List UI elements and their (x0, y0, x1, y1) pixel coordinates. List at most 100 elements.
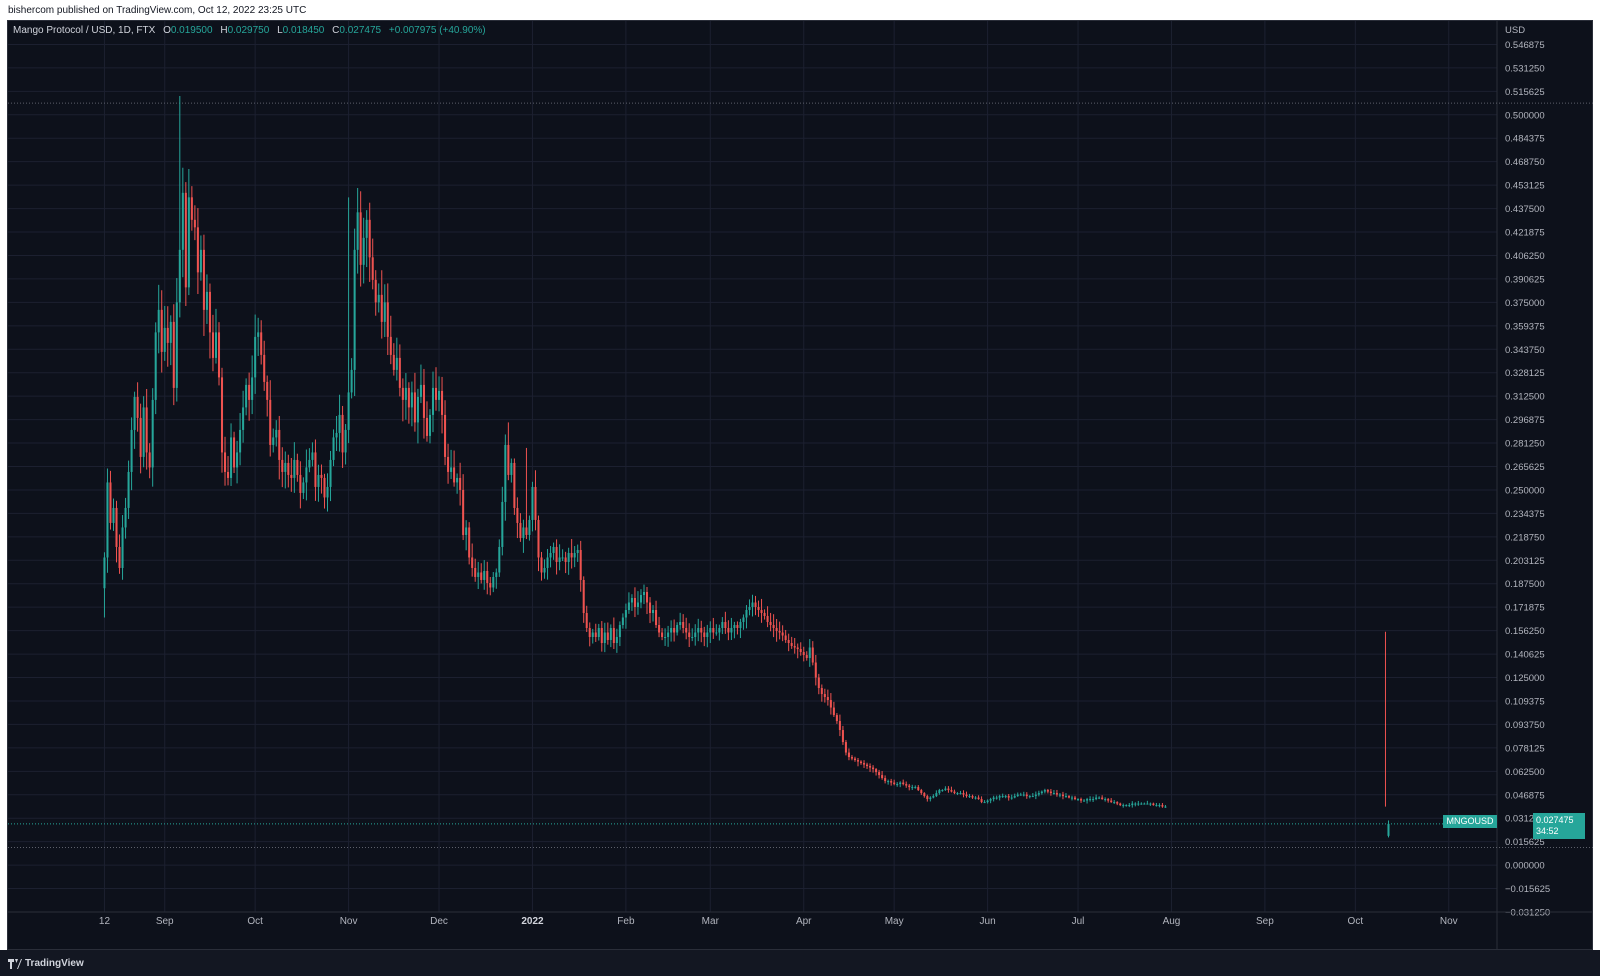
candle-body[interactable] (507, 444, 510, 475)
candle-body[interactable] (1134, 803, 1137, 805)
candle-body[interactable] (425, 417, 428, 436)
candle-body[interactable] (956, 793, 959, 795)
candle-body[interactable] (866, 764, 869, 767)
candle-body[interactable] (667, 632, 670, 638)
candle-body[interactable] (190, 197, 193, 220)
candle-body[interactable] (881, 775, 884, 779)
candle-body[interactable] (932, 796, 935, 798)
candle-body[interactable] (655, 609, 658, 626)
candle-body[interactable] (685, 628, 688, 633)
candle-body[interactable] (456, 477, 459, 483)
candle-body[interactable] (875, 769, 878, 773)
candle-body[interactable] (389, 336, 392, 355)
candle-body[interactable] (736, 625, 739, 629)
candle-body[interactable] (1143, 803, 1146, 805)
candle-body[interactable] (193, 219, 196, 228)
candle-body[interactable] (712, 628, 715, 633)
candle-body[interactable] (555, 546, 558, 562)
candle-body[interactable] (697, 628, 700, 633)
candle-body[interactable] (320, 474, 323, 478)
candle-body[interactable] (838, 721, 841, 731)
candle-body[interactable] (694, 632, 697, 638)
candle-body[interactable] (763, 612, 766, 617)
candle-body[interactable] (1049, 791, 1052, 794)
candle-body[interactable] (444, 414, 447, 457)
candle-body[interactable] (929, 797, 932, 800)
candle-body[interactable] (1034, 794, 1037, 797)
candle-body[interactable] (254, 336, 257, 378)
candle-body[interactable] (290, 474, 293, 478)
candle-body[interactable] (106, 482, 109, 558)
candle-body[interactable] (938, 790, 941, 794)
candle-body[interactable] (154, 332, 157, 400)
candle-body[interactable] (365, 219, 368, 238)
candle-body[interactable] (974, 797, 977, 799)
candle-body[interactable] (1095, 797, 1098, 800)
candle-body[interactable] (208, 291, 211, 333)
candle-body[interactable] (1122, 805, 1125, 807)
candle-body[interactable] (184, 192, 187, 288)
candle-body[interactable] (995, 797, 998, 799)
candle-body[interactable] (103, 557, 106, 589)
candle-body[interactable] (1158, 805, 1161, 807)
candle-body[interactable] (1128, 805, 1131, 807)
candle-body[interactable] (1037, 793, 1040, 795)
candle-body[interactable] (549, 552, 552, 558)
candle-body[interactable] (1149, 803, 1152, 805)
candle-body[interactable] (733, 625, 736, 629)
candle-body[interactable] (1016, 794, 1019, 797)
candle-body[interactable] (501, 501, 504, 547)
candle-body[interactable] (1055, 793, 1058, 795)
candle-body[interactable] (474, 567, 477, 577)
candle-body[interactable] (893, 782, 896, 785)
candle-body[interactable] (787, 640, 790, 644)
candle-body[interactable] (700, 628, 703, 633)
candle-body[interactable] (585, 612, 588, 629)
candle-body[interactable] (350, 369, 353, 393)
candle-body[interactable] (1083, 800, 1086, 802)
candle-body[interactable] (570, 552, 573, 558)
candle-body[interactable] (1089, 799, 1092, 801)
candle-body[interactable] (781, 632, 784, 636)
candle-body[interactable] (510, 462, 513, 475)
candle-body[interactable] (302, 482, 305, 493)
candle-body[interactable] (721, 622, 724, 629)
candle-body[interactable] (220, 377, 224, 453)
candle-body[interactable] (145, 407, 148, 453)
candle-body[interactable] (645, 591, 649, 603)
candle-body[interactable] (121, 527, 124, 568)
candle-body[interactable] (633, 597, 636, 607)
candle-body[interactable] (829, 700, 832, 708)
candle-body[interactable] (211, 332, 214, 358)
candle-body[interactable] (561, 557, 564, 559)
candle-body[interactable] (525, 527, 528, 535)
candle-body[interactable] (935, 793, 938, 797)
candle-body[interactable] (727, 628, 730, 633)
candle-body[interactable] (998, 796, 1001, 798)
candle-body[interactable] (609, 628, 612, 641)
candle-body[interactable] (257, 332, 260, 337)
tradingview-brand[interactable]: TradingView (8, 958, 84, 969)
candle-body[interactable] (392, 354, 395, 370)
candle-body[interactable] (911, 787, 914, 789)
candle-body[interactable] (676, 625, 679, 633)
candle-body[interactable] (115, 507, 118, 547)
candle-body[interactable] (869, 766, 872, 768)
candle-body[interactable] (706, 632, 709, 638)
candle-body[interactable] (311, 452, 314, 460)
candle-body[interactable] (606, 632, 609, 641)
candle-body[interactable] (724, 622, 727, 629)
candle-body[interactable] (516, 507, 519, 523)
candle-body[interactable] (308, 459, 311, 468)
candle-body[interactable] (214, 332, 218, 358)
candle-body[interactable] (917, 787, 920, 791)
candle-body[interactable] (112, 507, 115, 523)
candle-body[interactable] (278, 429, 281, 460)
candle-body[interactable] (618, 625, 621, 638)
candle-body[interactable] (465, 527, 468, 535)
candle-body[interactable] (682, 622, 685, 629)
candle-body[interactable] (314, 452, 317, 487)
candle-body[interactable] (1092, 799, 1095, 801)
candle-body[interactable] (612, 628, 615, 644)
candle-body[interactable] (850, 757, 853, 759)
